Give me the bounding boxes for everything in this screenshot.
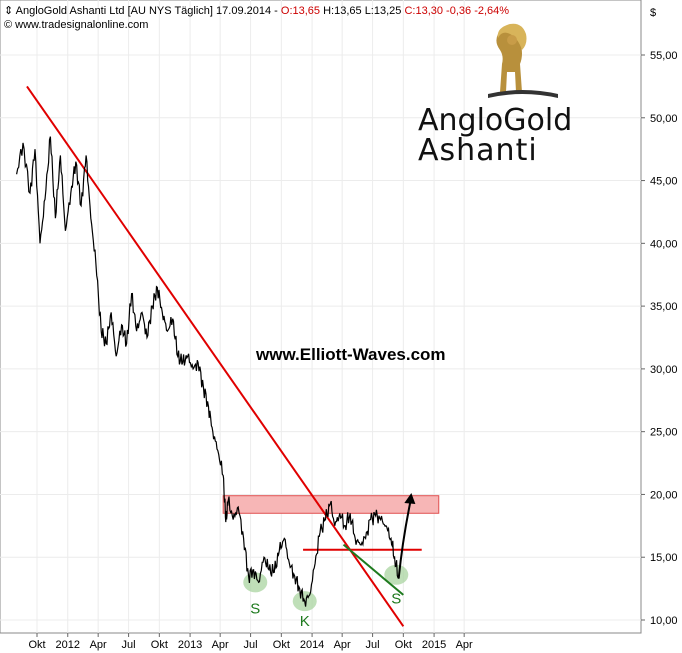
y-tick-label: 55,00 bbox=[650, 50, 678, 62]
x-tick-label: Jul bbox=[244, 639, 258, 651]
instrument-icon: ⇕ bbox=[4, 5, 14, 17]
x-tick-label: 2012 bbox=[56, 639, 80, 651]
pivot-highlight-3 bbox=[384, 564, 409, 585]
header-exchange: [AU NYS Täglich] bbox=[127, 5, 213, 17]
header-high: H:13,65 bbox=[323, 5, 362, 17]
y-tick-label: 50,00 bbox=[650, 113, 678, 125]
pivot-label-3: S bbox=[391, 590, 401, 607]
source-line: © www.tradesignalonline.com bbox=[4, 19, 149, 31]
logo-line2: Ashanti bbox=[418, 133, 538, 168]
lion-icon bbox=[488, 23, 558, 98]
header-date: 17.09.2014 bbox=[216, 5, 272, 17]
currency-label: $ bbox=[650, 7, 656, 19]
x-tick-label: Apr bbox=[456, 639, 473, 651]
header-change: -0,36 bbox=[446, 5, 472, 17]
header-low: L:13,25 bbox=[364, 5, 402, 17]
header-open: O:13,65 bbox=[280, 5, 321, 17]
x-tick-label: Jul bbox=[122, 639, 136, 651]
x-tick-label: 2014 bbox=[300, 639, 324, 651]
pivot-label-2: K bbox=[300, 613, 310, 630]
x-tick-label: Okt bbox=[395, 639, 412, 651]
projection-arrowhead bbox=[404, 492, 416, 504]
green-trendline bbox=[342, 543, 404, 596]
projection-arrow bbox=[397, 496, 413, 579]
y-tick-label: 15,00 bbox=[650, 552, 678, 564]
header-close: C:13,30 bbox=[404, 5, 443, 17]
y-tick-label: 45,00 bbox=[650, 176, 678, 188]
anglogold-logo: AngloGold Ashanti bbox=[418, 23, 572, 168]
chart-header: ⇕ AngloGold Ashanti Ltd [AU NYS Täglich]… bbox=[4, 5, 510, 17]
price-line bbox=[16, 136, 400, 607]
x-tick-label: Okt bbox=[151, 639, 168, 651]
y-tick-label: 20,00 bbox=[650, 489, 678, 501]
logo-line1: AngloGold bbox=[418, 103, 572, 138]
x-tick-label: Okt bbox=[28, 639, 45, 651]
x-tick-label: Apr bbox=[334, 639, 351, 651]
x-tick-label: Okt bbox=[273, 639, 290, 651]
y-tick-label: 10,00 bbox=[650, 615, 678, 627]
x-tick-label: Apr bbox=[90, 639, 107, 651]
plot-frame bbox=[0, 0, 642, 634]
header-change-pct: -2,64% bbox=[474, 5, 510, 17]
x-tick-label: Apr bbox=[212, 639, 229, 651]
x-tick-label: 2015 bbox=[422, 639, 446, 651]
y-tick-label: 30,00 bbox=[650, 364, 678, 376]
header-title: AngloGold Ashanti Ltd bbox=[15, 5, 125, 17]
y-tick-label: 35,00 bbox=[650, 301, 678, 313]
x-tick-label: Jul bbox=[366, 639, 380, 651]
x-tick-label: 2013 bbox=[178, 639, 202, 651]
descending-trendline bbox=[26, 85, 405, 627]
y-tick-label: 40,00 bbox=[650, 238, 678, 250]
y-tick-label: 25,00 bbox=[650, 427, 678, 439]
watermark-text: www.Elliott-Waves.com bbox=[255, 345, 446, 364]
pivot-label-1: S bbox=[250, 600, 260, 617]
